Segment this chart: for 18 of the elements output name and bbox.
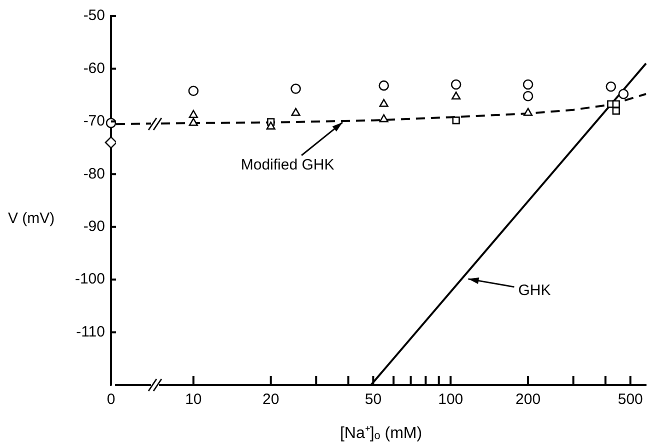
x-axis-title: [Na⁺]ₒ (mM) bbox=[340, 424, 422, 442]
y-tick-label: -80 bbox=[83, 165, 105, 182]
x-tick-label: 50 bbox=[364, 391, 382, 408]
y-tick-label: -110 bbox=[76, 323, 105, 340]
x-tick-label: 500 bbox=[618, 391, 643, 408]
y-tick-label: -50 bbox=[83, 7, 105, 24]
x-tick-label: 200 bbox=[516, 391, 541, 408]
y-tick-label: -70 bbox=[83, 112, 105, 130]
x-tick-label: 20 bbox=[262, 391, 280, 408]
y-tick-label: -60 bbox=[83, 60, 105, 77]
y-tick-label: -100 bbox=[74, 270, 105, 288]
x-tick-label: 10 bbox=[185, 391, 202, 408]
y-tick-label: -90 bbox=[83, 218, 105, 235]
annotation: Modified GHK bbox=[240, 156, 334, 174]
y-axis-title: V (mV) bbox=[8, 210, 55, 228]
x-tick-label: 100 bbox=[438, 391, 464, 408]
annotation: GHK bbox=[518, 282, 551, 300]
x-tick-label: 0 bbox=[106, 391, 116, 408]
